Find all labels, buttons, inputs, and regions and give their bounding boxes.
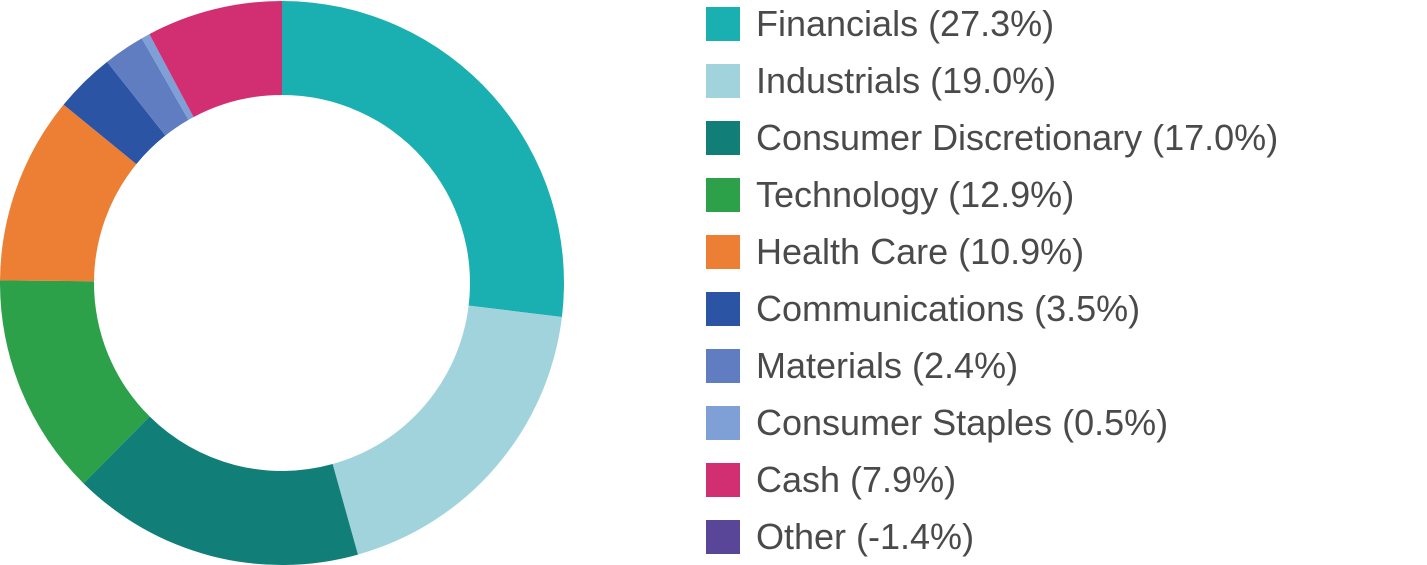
legend: Financials (27.3%) Industrials (19.0%) Con… <box>706 0 1421 565</box>
legend-swatch <box>706 292 740 326</box>
legend-swatch <box>706 463 740 497</box>
legend-swatch <box>706 121 740 155</box>
legend-item-technology: Technology (12.9%) <box>706 175 1421 215</box>
donut-chart <box>0 1 564 565</box>
slice-consumer-discretionary <box>83 416 358 565</box>
legend-swatch <box>706 406 740 440</box>
slice-industrials <box>332 305 562 555</box>
legend-item-other: Other (-1.4%) <box>706 517 1421 557</box>
legend-label: Consumer Staples (0.5%) <box>756 402 1169 443</box>
legend-label: Financials (27.3%) <box>756 3 1055 44</box>
legend-label: Industrials (19.0%) <box>756 60 1057 101</box>
legend-label: Other (-1.4%) <box>756 516 975 557</box>
legend-swatch <box>706 349 740 383</box>
legend-label: Materials (2.4%) <box>756 345 1019 386</box>
slice-communications <box>63 61 166 165</box>
slice-technology <box>0 280 150 484</box>
legend-item-industrials: Industrials (19.0%) <box>706 61 1421 101</box>
legend-label: Health Care (10.9%) <box>756 231 1085 272</box>
legend-swatch <box>706 520 740 554</box>
legend-item-consumer-discretionary: Consumer Discretionary (17.0%) <box>706 118 1421 158</box>
legend-item-financials: Financials (27.3%) <box>706 4 1421 44</box>
legend-item-consumer-staples: Consumer Staples (0.5%) <box>706 403 1421 443</box>
slice-materials <box>107 38 189 136</box>
slice-consumer-staples <box>141 34 194 120</box>
legend-label: Consumer Discretionary (17.0%) <box>756 117 1279 158</box>
slice-cash <box>149 1 282 118</box>
legend-item-materials: Materials (2.4%) <box>706 346 1421 386</box>
legend-swatch <box>706 235 740 269</box>
legend-swatch <box>706 7 740 41</box>
legend-item-cash: Cash (7.9%) <box>706 460 1421 500</box>
legend-label: Cash (7.9%) <box>756 459 957 500</box>
slice-financials <box>282 1 564 317</box>
legend-item-communications: Communications (3.5%) <box>706 289 1421 329</box>
legend-label: Technology (12.9%) <box>756 174 1075 215</box>
legend-swatch <box>706 178 740 212</box>
legend-label: Communications (3.5%) <box>756 288 1141 329</box>
slice-health-care <box>0 104 137 282</box>
legend-item-health-care: Health Care (10.9%) <box>706 232 1421 272</box>
legend-swatch <box>706 64 740 98</box>
